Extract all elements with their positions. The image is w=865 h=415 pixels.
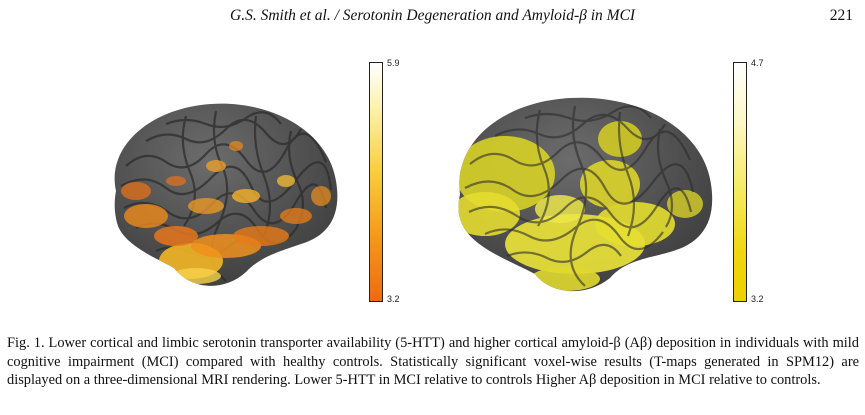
colorbar-max-label: 4.7 xyxy=(751,58,764,68)
gyri-texture xyxy=(464,105,695,287)
colorbar-gradient xyxy=(733,62,747,302)
colorbar-min-label: 3.2 xyxy=(387,294,400,304)
running-head: G.S. Smith et al. / Serotonin Degenerati… xyxy=(230,7,636,24)
figure-caption: Fig. 1. Lower cortical and limbic seroto… xyxy=(7,335,859,389)
figure-1: 5.9 3.2 xyxy=(0,40,865,330)
brain-rendering-amyloid xyxy=(458,97,713,292)
colorbar-min-label: 3.2 xyxy=(751,294,764,304)
colorbar-max-label: 5.9 xyxy=(387,58,400,68)
colorbar-gradient xyxy=(369,62,383,302)
brain-rendering-5htt xyxy=(114,103,338,286)
significance-overlay-5htt xyxy=(121,141,331,284)
significance-overlay-amyloid xyxy=(458,121,703,291)
page-number: 221 xyxy=(829,7,853,24)
page-header: G.S. Smith et al. / Serotonin Degenerati… xyxy=(0,4,865,28)
